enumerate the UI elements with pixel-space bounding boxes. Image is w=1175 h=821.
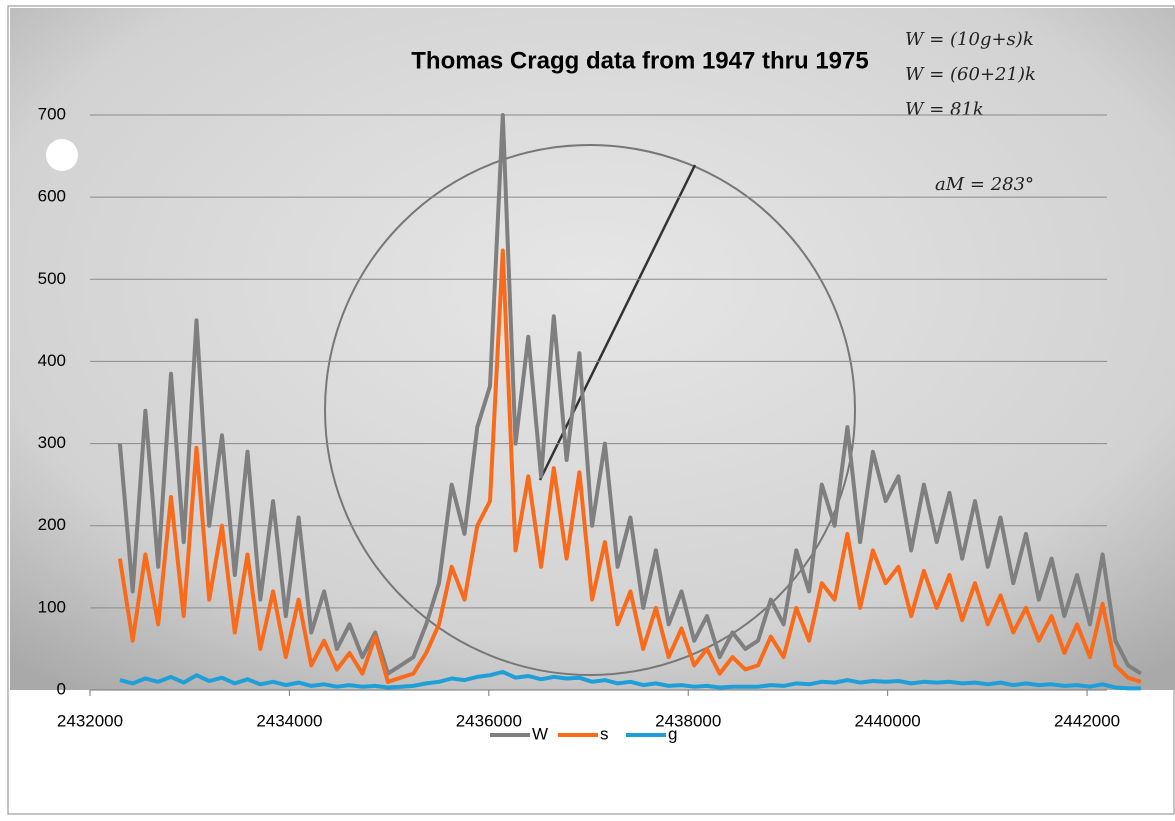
y-tick-label: 0 (57, 679, 66, 698)
annotation: W = (10g+s)k (905, 29, 1034, 50)
scan-spot (46, 139, 78, 171)
y-tick-label: 300 (38, 433, 66, 452)
chart: Thomas Cragg data from 1947 thru 1975 W … (0, 0, 1175, 816)
page: {"chart_data": {"type": "line", "title":… (0, 0, 1175, 821)
y-tick-label: 100 (38, 597, 66, 616)
x-tick-label: 2432000 (57, 711, 123, 730)
y-tick-label: 700 (38, 104, 66, 123)
y-tick-label: 500 (38, 269, 66, 288)
x-tick-label: 2442000 (1054, 711, 1120, 730)
y-tick-label: 600 (38, 187, 66, 206)
annotation: aM = 283° (935, 174, 1034, 195)
annotation: W = 81k (905, 99, 984, 120)
legend-label: g (668, 724, 677, 743)
x-tick-label: 2434000 (256, 711, 322, 730)
annotation: W = (60+21)k (905, 64, 1036, 85)
chart-title: Thomas Cragg data from 1947 thru 1975 (411, 47, 868, 74)
legend-label: s (600, 724, 609, 743)
y-tick-label: 200 (38, 515, 66, 534)
legend-label: W (532, 724, 548, 743)
x-tick-label: 2440000 (855, 711, 921, 730)
x-tick-label: 2438000 (655, 711, 721, 730)
y-tick-label: 400 (38, 351, 66, 370)
x-tick-label: 2436000 (456, 711, 522, 730)
